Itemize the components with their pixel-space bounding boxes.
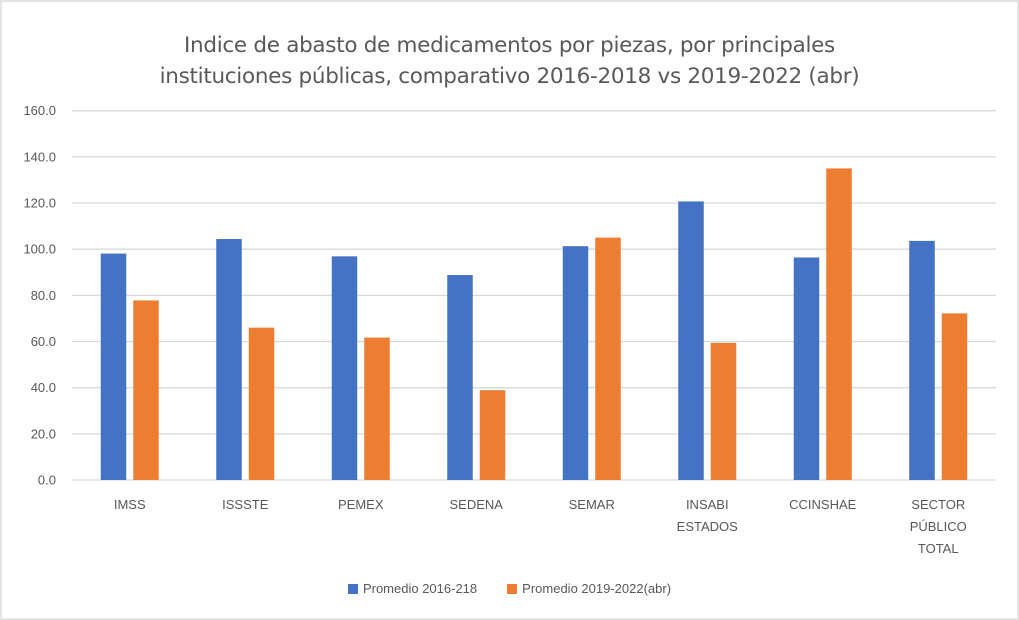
- y-tick-label: 40.0: [31, 380, 56, 395]
- x-tick-label: CCINSHAE: [789, 497, 857, 512]
- gridlines: [72, 110, 996, 481]
- chart-title: Indice de abasto de medicamentos por pie…: [0, 30, 1019, 92]
- x-tick-label: PÚBLICO: [910, 519, 967, 534]
- legend-label-series-1: Promedio 2016-218: [362, 581, 478, 596]
- y-tick-label: 80.0: [31, 288, 56, 303]
- bar-blue-ccinshae: [793, 257, 820, 480]
- legend-swatch-blue: [347, 583, 358, 594]
- x-tick-label: IMSS: [114, 497, 146, 512]
- bar-blue-pemex: [331, 256, 358, 480]
- bar-blue-issste: [216, 239, 242, 480]
- bar-blue-insabi-estados: [678, 201, 704, 481]
- y-tick-label: 140.0: [23, 149, 56, 164]
- x-tick-label: SEMAR: [569, 497, 615, 512]
- bar-orange-imss: [133, 300, 159, 480]
- legend-item-series-2: Promedio 2019-2022(abr): [507, 581, 671, 596]
- y-axis-ticks: 0.0 20.0 40.0 60.0 80.0 100.0 120.0 140.0 160.0: [23, 103, 56, 487]
- bar-orange-pemex: [364, 337, 390, 480]
- legend-item-series-1: Promedio 2016-218: [347, 581, 478, 596]
- y-tick-label: 100.0: [23, 242, 56, 257]
- bar-orange-ccinshae: [826, 168, 852, 480]
- bar-orange-semar: [595, 237, 621, 480]
- y-tick-label: 0.0: [38, 473, 56, 488]
- x-tick-label: SECTOR: [911, 497, 965, 512]
- x-axis-ticks: IMSS ISSSTE PEMEX SEDENA SEMAR INSABI ESTADOS C…: [114, 497, 967, 556]
- bar-orange-sector-público-total: [941, 313, 968, 480]
- y-tick-label: 160.0: [23, 103, 56, 118]
- y-tick-label: 60.0: [31, 334, 56, 349]
- bar-orange-sedena: [479, 390, 506, 480]
- legend-label-series-2: Promedio 2019-2022(abr): [522, 581, 672, 596]
- bar-blue-sedena: [447, 275, 473, 480]
- x-tick-label: SEDENA: [450, 497, 504, 512]
- bars: [100, 168, 968, 481]
- x-tick-label: ISSSTE: [222, 497, 269, 512]
- bar-blue-sector-público-total: [909, 240, 935, 480]
- x-tick-label: INSABI: [686, 497, 729, 512]
- y-tick-label: 120.0: [23, 196, 56, 211]
- x-tick-label: ESTADOS: [677, 519, 738, 534]
- legend: Promedio 2016-218 Promedio 2019-2022(abr…: [0, 581, 1019, 596]
- y-tick-label: 20.0: [31, 426, 56, 441]
- bar-orange-insabi-estados: [710, 342, 737, 480]
- x-tick-label: PEMEX: [338, 497, 384, 512]
- bar-blue-semar: [562, 246, 589, 480]
- chart-title-line-1: Indice de abasto de medicamentos por pie…: [184, 33, 835, 58]
- chart-title-line-2: instituciones públicas, comparativo 2016…: [159, 64, 860, 89]
- bar-orange-issste: [248, 327, 275, 480]
- legend-swatch-orange: [507, 583, 518, 594]
- x-tick-label: TOTAL: [918, 541, 959, 556]
- bar-blue-imss: [100, 253, 127, 480]
